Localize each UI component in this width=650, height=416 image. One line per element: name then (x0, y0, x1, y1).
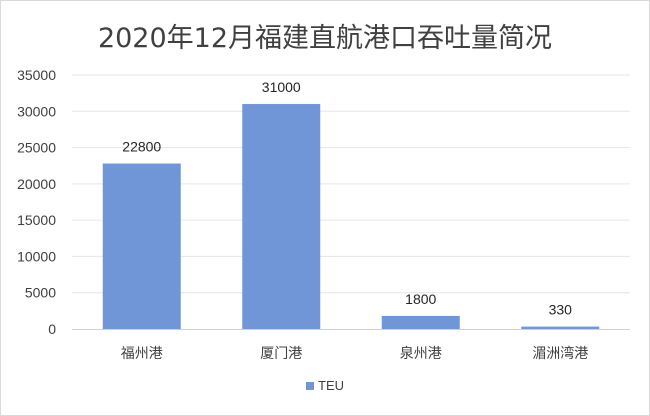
x-tick-label: 厦门港 (260, 346, 302, 362)
bar (521, 326, 600, 329)
y-tick-label: 10000 (17, 248, 56, 264)
y-tick-label: 0 (48, 321, 56, 337)
data-label: 22800 (122, 139, 161, 155)
data-label: 1800 (405, 291, 436, 307)
legend-label: TEU (318, 378, 344, 393)
y-tick-label: 20000 (17, 176, 56, 192)
data-label: 330 (549, 302, 573, 318)
chart-title: 2020年12月福建直航港口吞吐量简况 (97, 23, 553, 54)
data-label: 31000 (262, 79, 301, 95)
y-tick-label: 5000 (25, 285, 56, 301)
bar (381, 315, 460, 329)
bar (102, 163, 181, 329)
y-tick-label: 15000 (17, 212, 56, 228)
y-tick-label: 30000 (17, 103, 56, 119)
bar (242, 104, 321, 330)
y-tick-label: 35000 (17, 67, 56, 83)
y-tick-label: 25000 (17, 140, 56, 156)
legend-swatch (306, 382, 314, 390)
legend: TEU (0, 378, 650, 393)
x-tick-label: 福州港 (121, 346, 163, 362)
x-tick-label: 湄洲湾港 (532, 345, 588, 362)
x-tick-label: 泉州港 (400, 345, 442, 362)
